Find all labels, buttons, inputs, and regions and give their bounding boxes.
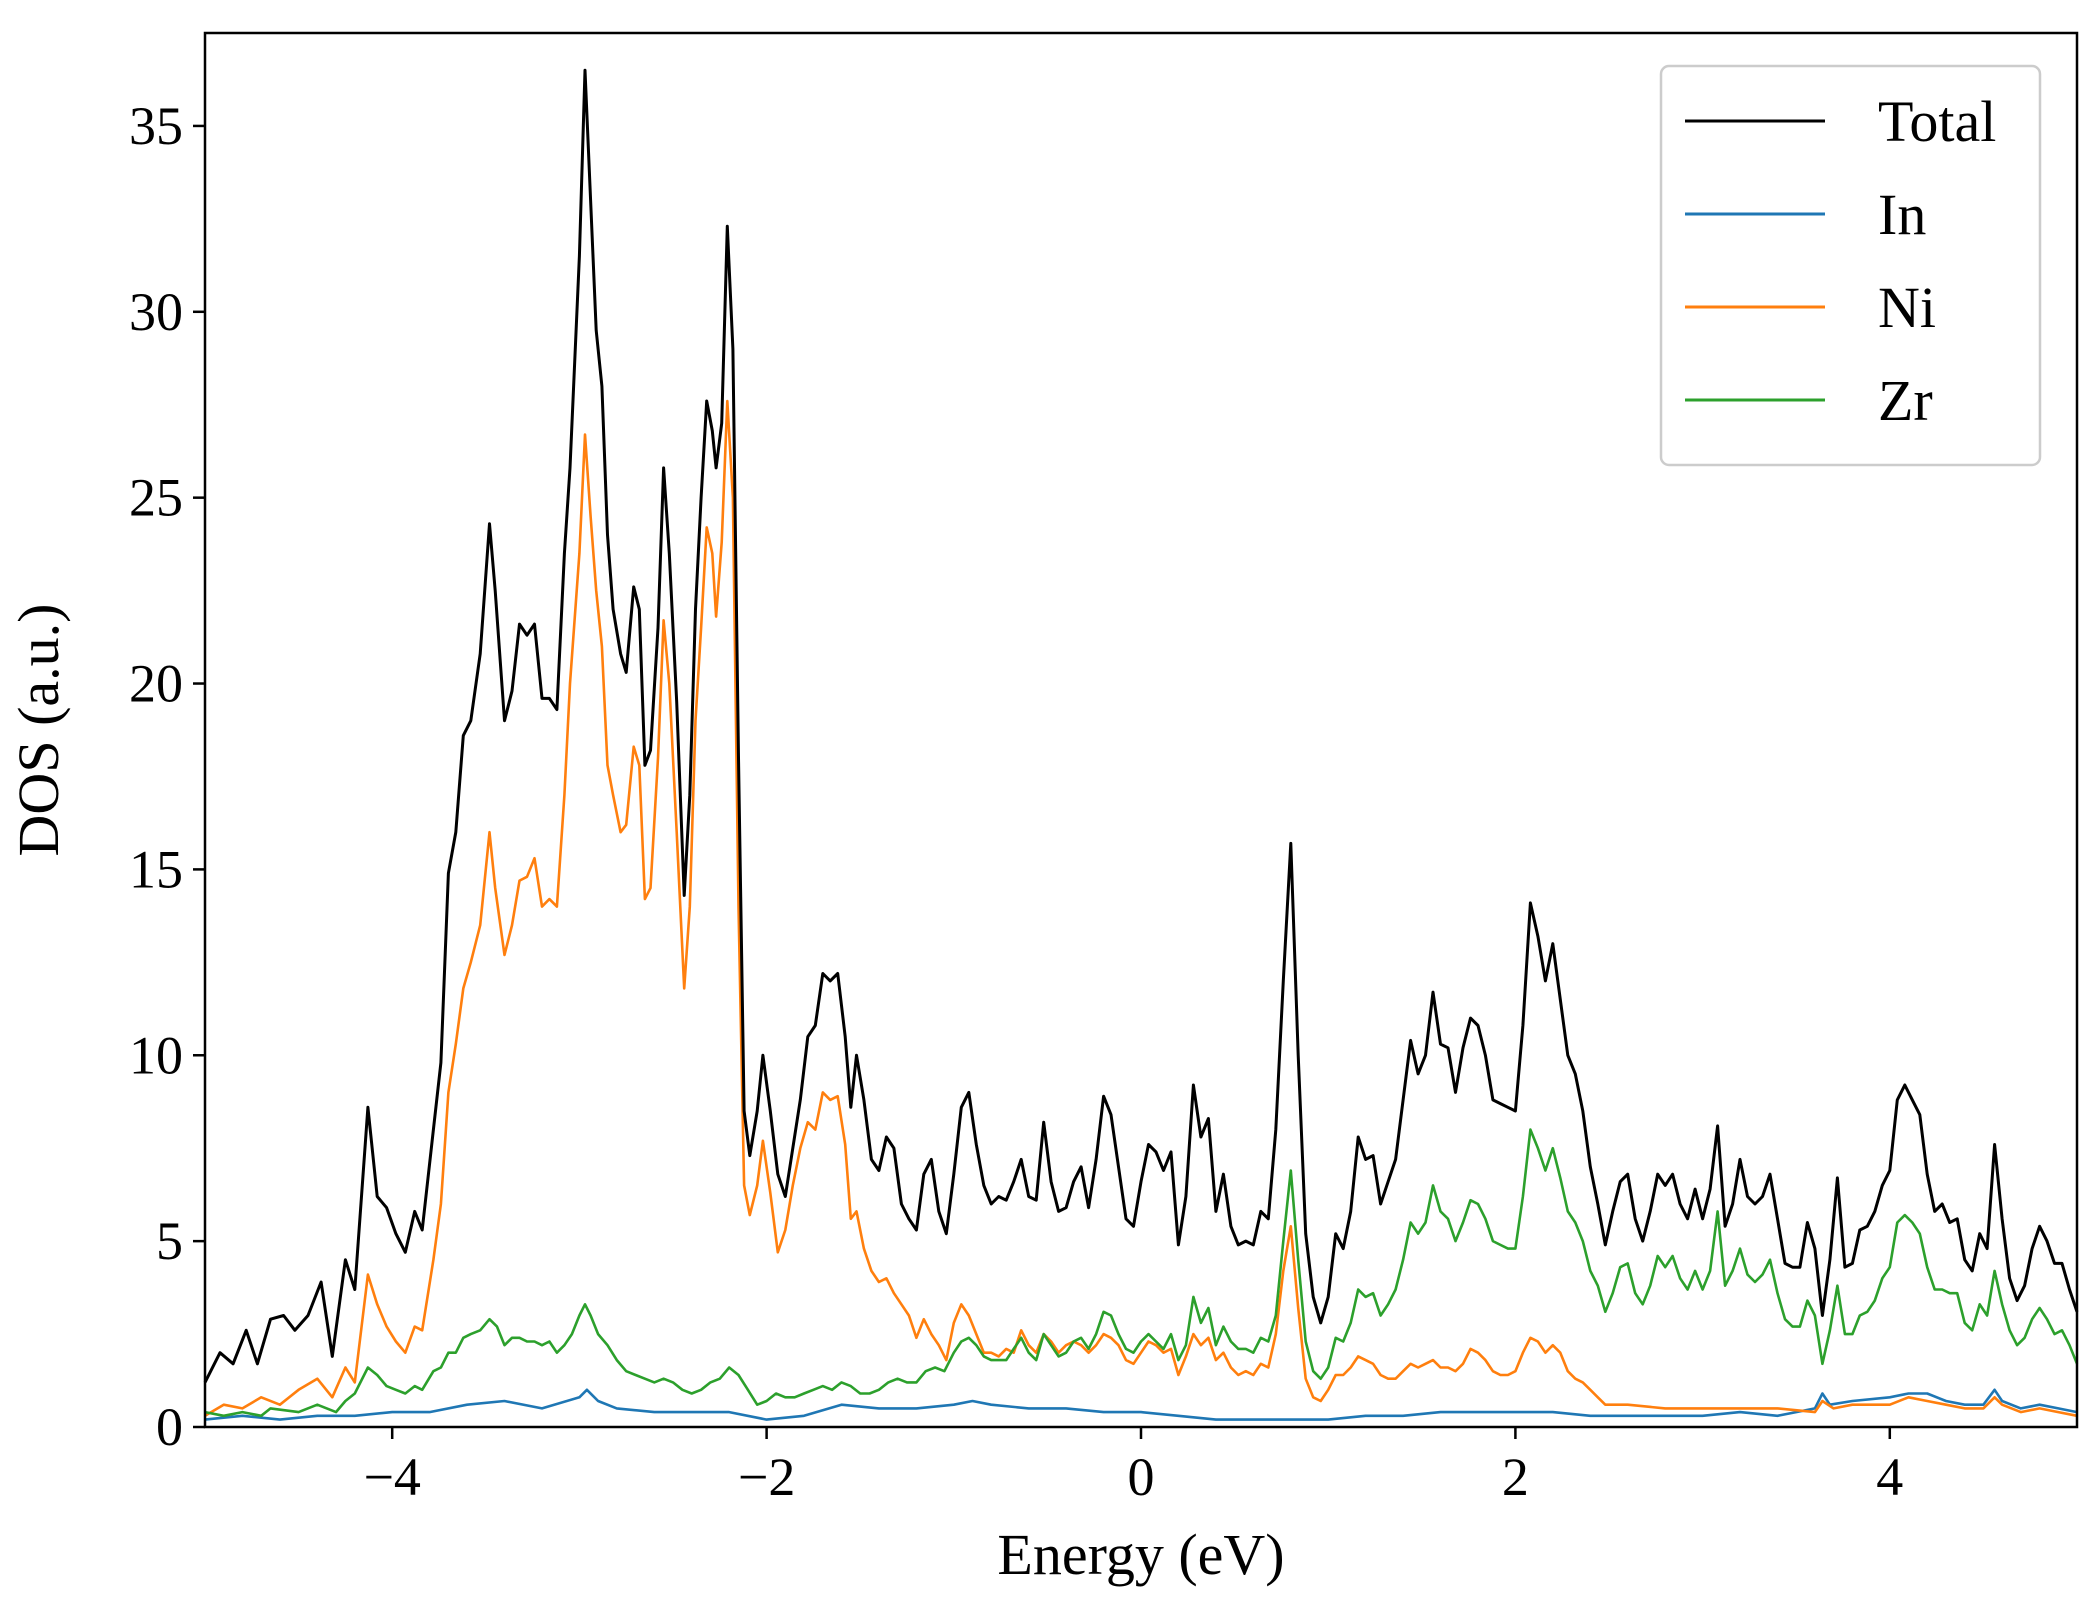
series-line-zr [204, 1128, 2079, 1418]
y-tick-label: 35 [129, 96, 183, 156]
y-axis-ticks: 0 5 10 15 20 25 30 35 [129, 96, 205, 1457]
series-layer [203, 68, 2079, 1421]
y-tick-label: 20 [129, 654, 183, 714]
legend-label-total: Total [1878, 89, 1996, 154]
legend-box [1659, 64, 2042, 467]
legend-label-in: In [1878, 182, 1926, 247]
y-tick-label: 10 [129, 1025, 183, 1085]
x-tick-label: −2 [738, 1447, 795, 1507]
y-tick-label: 30 [129, 282, 183, 342]
x-axis-label: Energy (eV) [997, 1522, 1284, 1587]
series-line-ni [204, 399, 2078, 1418]
series-line-total [203, 68, 2079, 1384]
x-tick-label: −4 [363, 1447, 420, 1507]
x-tick-label: 4 [1876, 1447, 1903, 1507]
x-tick-label: 0 [1128, 1447, 1155, 1507]
legend: Total In Ni Zr [1659, 64, 2042, 467]
y-tick-label: 0 [156, 1397, 183, 1457]
y-tick-label: 25 [129, 468, 183, 528]
y-tick-label: 15 [129, 839, 183, 899]
legend-label-ni: Ni [1878, 275, 1936, 340]
series-line-in [204, 1388, 2078, 1421]
x-tick-label: 2 [1502, 1447, 1529, 1507]
y-tick-label: 5 [156, 1211, 183, 1271]
legend-label-zr: Zr [1878, 368, 1933, 433]
x-axis-ticks: −4 −2 0 2 4 [363, 1427, 1903, 1507]
y-axis-label: DOS (a.u.) [6, 604, 71, 857]
